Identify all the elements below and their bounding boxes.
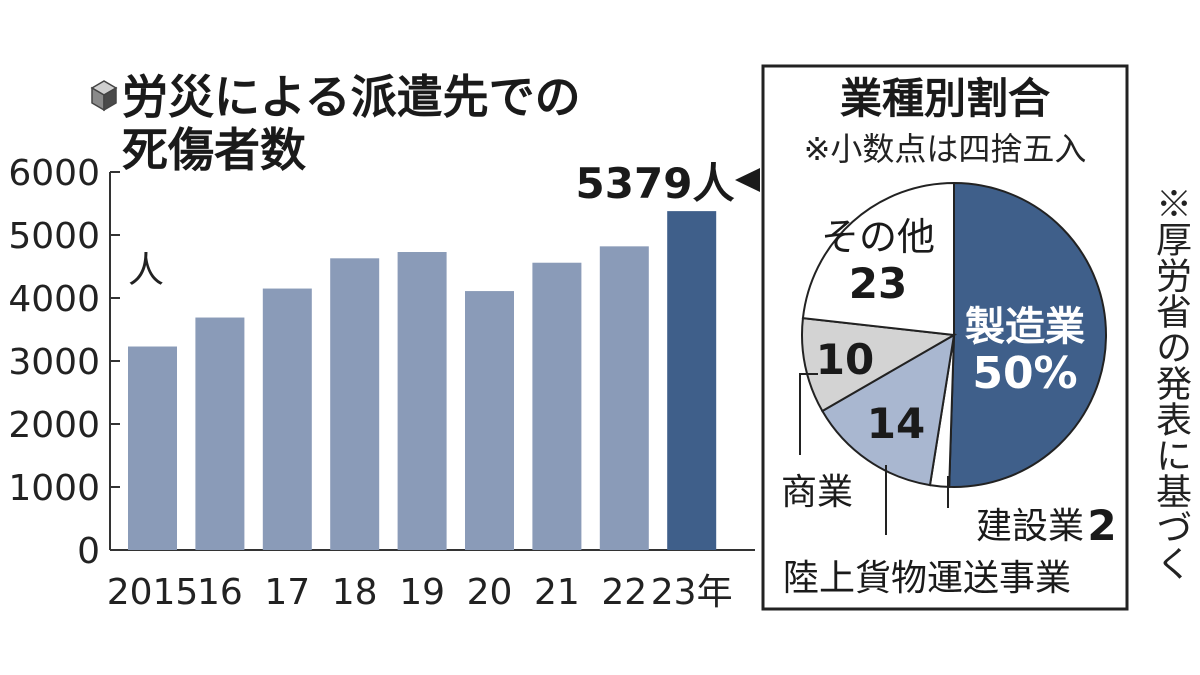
bar-2015 [128, 346, 177, 550]
x-tick-label: 19 [399, 572, 445, 613]
y-tick-label: 2000 [8, 405, 100, 446]
y-tick-label: 3000 [8, 342, 100, 383]
bar-chart-title-line2: 死傷者数 [122, 123, 306, 177]
x-tick-label: 22 [601, 572, 647, 613]
bar-19 [397, 252, 447, 550]
x-tick-label: 21 [534, 572, 580, 613]
bar-22 [599, 246, 649, 550]
y-tick-label: 0 [77, 531, 100, 572]
x-tick-label: 18 [332, 572, 378, 613]
pie-slice-製造業 [948, 181, 1107, 488]
pie-slice-その他 [801, 181, 955, 337]
pie-label-construction-name: 建設業 [976, 506, 1084, 547]
pie-label-transport-value: 14 [867, 399, 925, 448]
bar-series [128, 211, 717, 551]
bar-20 [465, 291, 514, 550]
y-tick-label: 6000 [8, 153, 100, 194]
pie-label-other-value: 23 [849, 259, 907, 308]
y-axis-unit-label: 人 [128, 250, 164, 291]
pie-label-commerce-name: 商業 [781, 472, 853, 513]
leader-line-commerce [799, 373, 818, 455]
pie-subtitle: ※小数点は四捨五入 [804, 130, 1087, 168]
pie-label-transport-name: 陸上貨物運送事業 [783, 558, 1071, 599]
x-tick-label: 16 [197, 572, 243, 613]
pie-label-construction-value: 2 [1087, 501, 1116, 550]
pie-title: 業種別割合 [840, 74, 1050, 123]
bar-chart-title-line1: 労災による派遣先での [122, 70, 581, 124]
pie-leader-lines [799, 373, 949, 535]
pie-chart [801, 181, 1107, 488]
pie-slice-陸上貨物運送事業 [820, 333, 956, 487]
highlight-value-callout: 5379人 [576, 159, 735, 208]
bar-17 [262, 288, 312, 550]
x-tick-label: 17 [264, 572, 310, 613]
pie-label-other-name: その他 [821, 215, 935, 259]
x-tick-label: 20 [467, 572, 513, 613]
bar-16 [195, 317, 245, 550]
source-note: ※厚労省の発表に基づく [1150, 185, 1191, 581]
pie-label-manufacturing-name: 製造業 [965, 304, 1085, 350]
x-tick-label: 2015 [107, 572, 199, 613]
bar-23年 [667, 211, 717, 551]
y-tick-label: 1000 [8, 468, 100, 509]
x-tick-label: 23年 [651, 572, 733, 613]
y-tick-label: 5000 [8, 216, 100, 257]
bar-21 [532, 262, 582, 550]
bar-18 [330, 258, 380, 550]
cube-icon [90, 80, 118, 112]
pie-label-manufacturing-value: 50% [972, 348, 1077, 399]
pie-label-commerce-value: 10 [816, 335, 874, 384]
y-axis-ticks: 0 1000 2000 3000 4000 5000 6000 [8, 153, 120, 572]
pie-slice-商業 [801, 317, 958, 413]
y-tick-label: 4000 [8, 279, 100, 320]
callout-pointer [735, 168, 760, 192]
